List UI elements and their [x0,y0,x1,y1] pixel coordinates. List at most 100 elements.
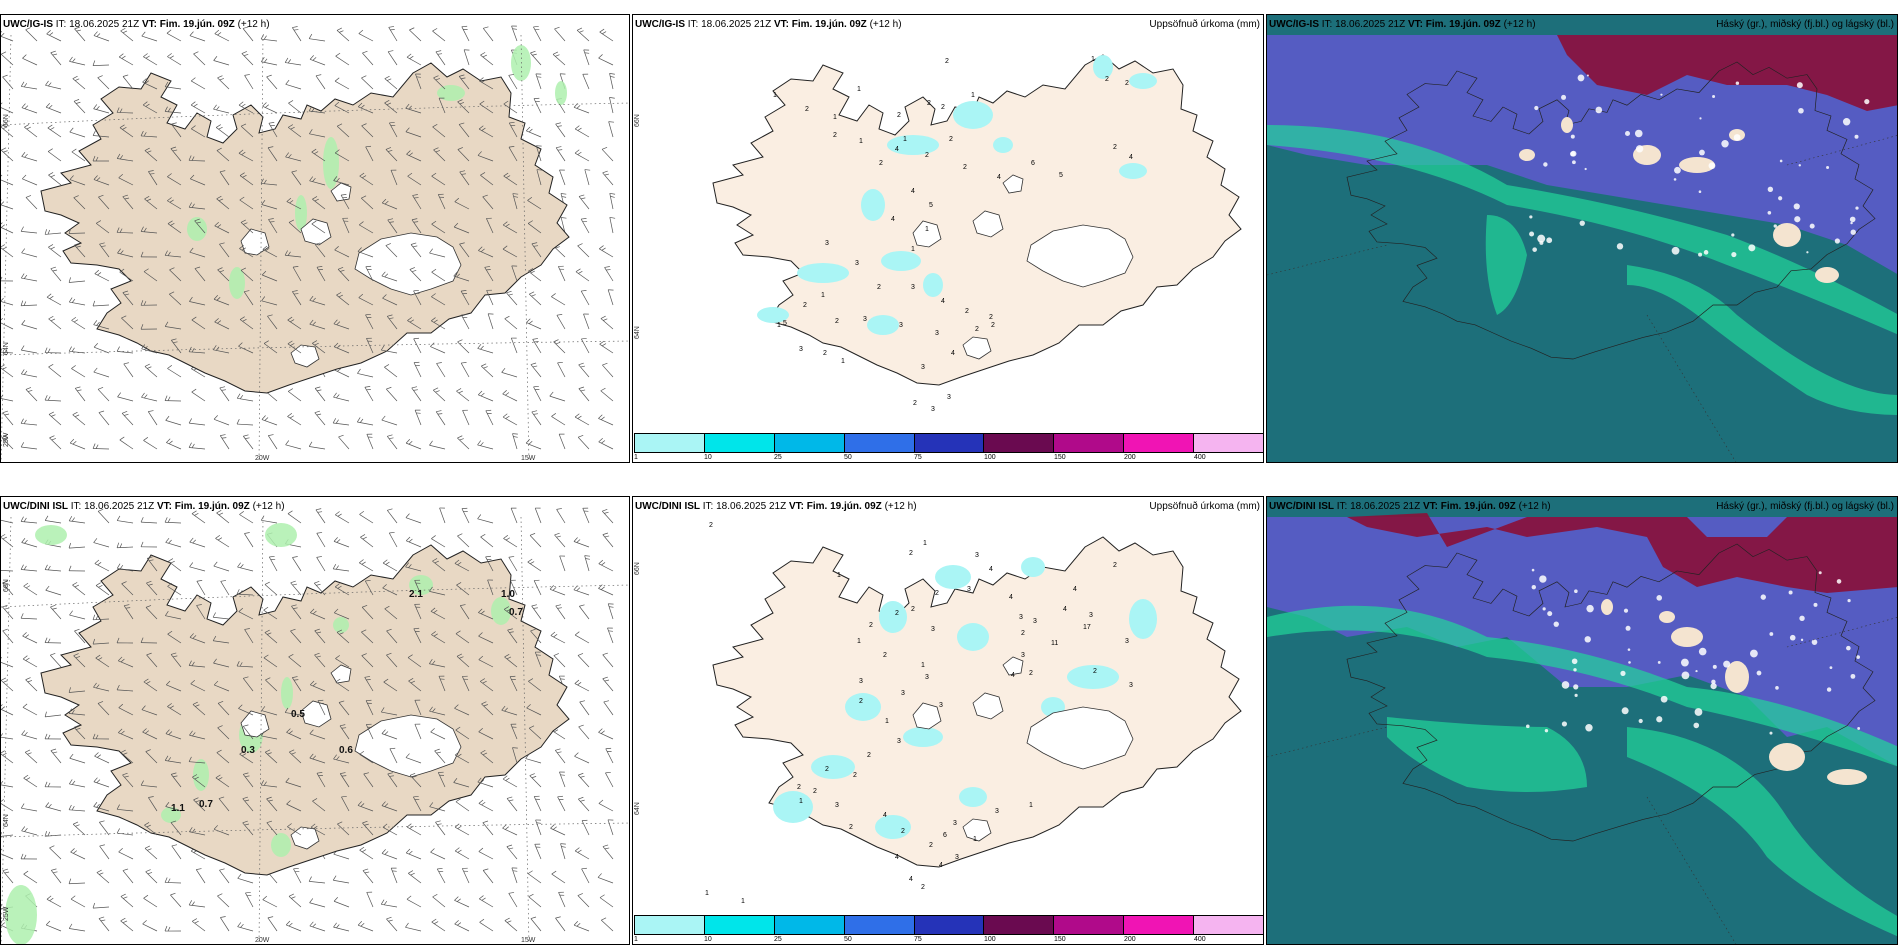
glacier [972,692,1004,720]
wind-barb [50,50,62,66]
wind-barb [607,603,614,620]
cloud-speck [1542,607,1546,611]
wind-barb [510,723,518,740]
wind-barb [478,246,494,258]
wind-barb [309,898,326,908]
wind-barb [22,54,38,66]
wind-barb [117,248,134,258]
precip-patch [265,523,297,547]
wind-barb [607,819,614,836]
wind-barb [478,125,494,138]
colorbar-segment [984,434,1055,452]
glacier [354,714,462,778]
wind-barb [429,440,446,450]
panel-title: Háský (gr.), miðský (fj.bl.) og lágský (… [1716,501,1894,512]
wind-barb [574,125,590,138]
precip-value: 5 [929,202,933,209]
precip-value: 3 [799,346,803,353]
wind-barb [409,27,422,42]
wind-barb [287,388,302,402]
clear-sky-patch [1671,627,1703,647]
wind-barb [528,678,542,692]
wind-barb [600,917,614,932]
panel-wind-top: UWC/IG-IS IT: 18.06.2025 21Z VT: Fim. 19… [0,14,630,463]
wind-barb [69,779,86,788]
cloud-speck [1711,679,1716,685]
precip-value: 2 [975,326,979,333]
wind-barb [333,392,350,402]
wind-barb [217,725,230,740]
precip-value: 3 [995,808,999,815]
cloud-speck [1779,159,1783,163]
wind-barb [213,56,230,66]
wind-barb [387,218,398,234]
wind-barb [21,174,38,186]
wind-barb [239,196,254,210]
wind-barb [405,103,422,114]
wind-barb [361,605,374,620]
wind-barb [503,535,518,548]
wind-barb [512,193,519,210]
precip-cell [773,791,813,823]
wind-barb [405,562,422,572]
wind-barb [602,532,614,548]
clear-sky-patch [1725,661,1749,693]
wind-barb [71,148,86,162]
wind-barb [577,434,590,450]
wind-barb [264,581,278,596]
wind-barb [287,413,302,426]
wind-barb [578,362,590,378]
colorbar-tick: 100 [984,454,996,461]
wind-barb [284,707,302,716]
colorbar-segment [704,916,775,934]
cloud-speck [1657,661,1661,664]
wind-barb [69,175,86,186]
cloud-speck [1699,149,1705,156]
wind-barb [551,870,566,884]
wind-barb [44,831,62,837]
wind-barb [459,242,470,258]
cloud-speck [1635,145,1644,153]
wind-barb [285,920,302,932]
wind-barb [74,628,86,644]
wind-barb [44,395,62,402]
wind-barb [309,729,326,740]
wind-barb [68,516,86,524]
wind-barb [117,392,134,402]
cloud-speck [1864,98,1870,105]
wind-barb [334,583,350,596]
wind-barb [529,773,542,788]
wind-barb [382,584,398,596]
wind-barb [559,555,566,572]
precip-value: 3 [975,552,979,559]
cloud-speck [1710,682,1717,690]
precip-patch [187,217,207,241]
cloud-speck [1733,134,1741,141]
wind-barb [1,534,14,548]
wind-barb [316,772,326,788]
wind-barb [478,655,494,668]
low-cloud-band [1627,265,1897,415]
precip-value: 3 [1125,638,1129,645]
wind-barb [429,248,446,258]
wind-barb [68,228,86,234]
colorbar-tick: 75 [914,454,922,461]
wind-barb [167,197,182,210]
precip-value: 4 [1011,672,1015,679]
wind-barb [387,50,398,66]
wind-barb [479,918,494,932]
wind-barb [216,749,230,764]
wind-barb [603,700,614,716]
wind-barb [140,780,158,788]
wind-barb [120,749,134,764]
wind-barb [238,342,254,354]
wind-barb [578,796,590,812]
wind-barb [165,680,182,692]
wind-barb [534,507,542,524]
wind-barb [579,700,590,716]
wind-barb [213,295,230,306]
wind-barb [267,916,278,932]
wind-barb [164,395,182,402]
wind-barb [575,268,590,282]
wind-barb [602,362,614,378]
